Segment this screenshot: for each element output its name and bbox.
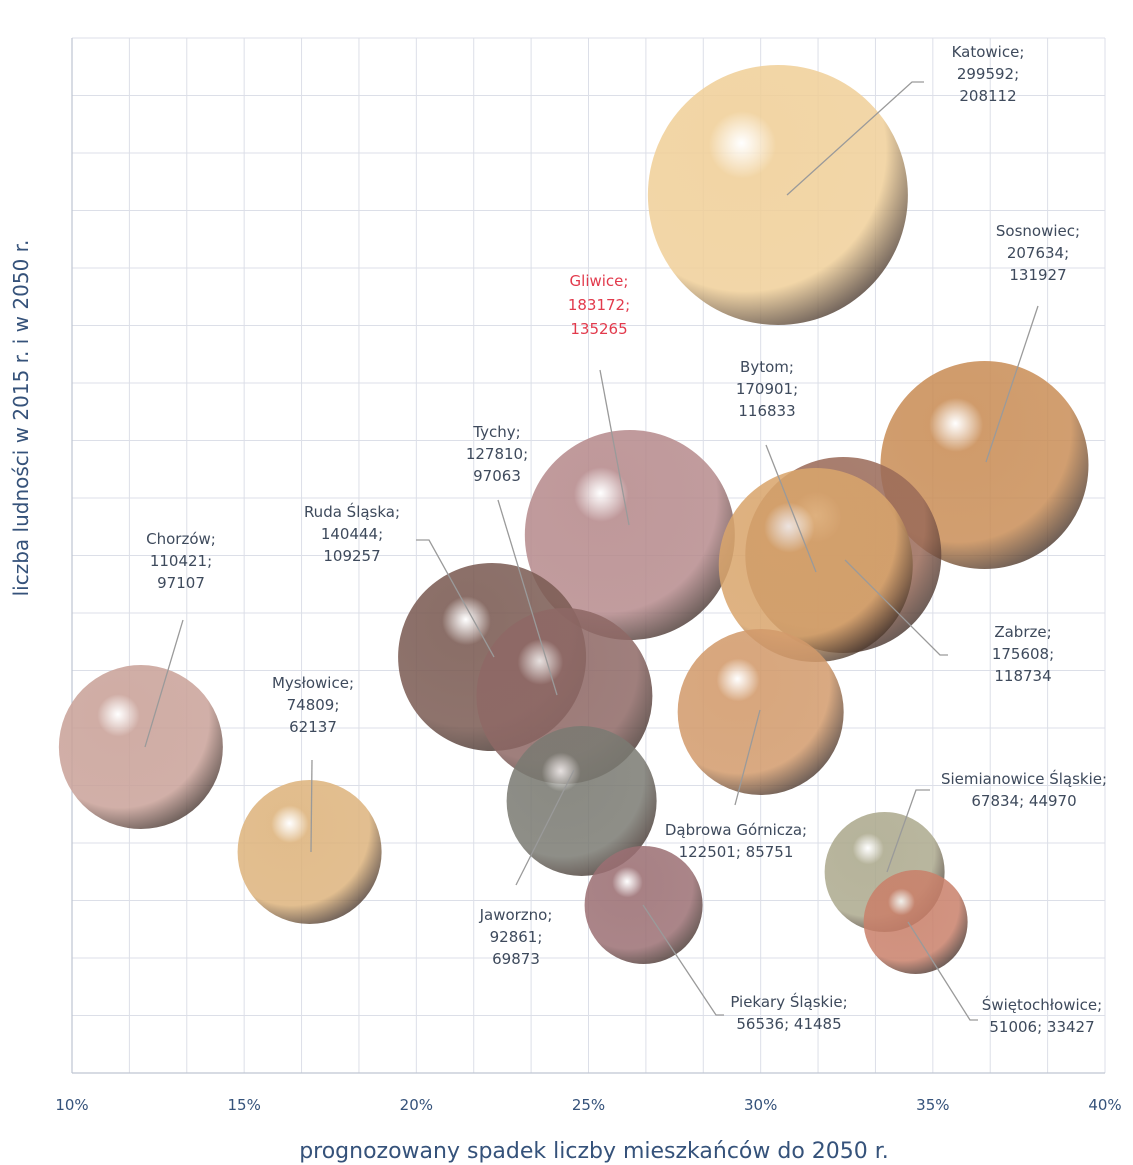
label-line: 109257 (323, 547, 380, 565)
x-tick-label: 15% (227, 1096, 260, 1114)
leader-swietochlowice (907, 921, 978, 1021)
x-axis-ticks: 10% 15% 20% 25% 30% 35% 40% (55, 1096, 1121, 1114)
label-line: Katowice; (952, 43, 1025, 61)
label-line: 131927 (1009, 266, 1066, 284)
label-line: 207634; (1007, 244, 1069, 262)
bubble-bytom (718, 468, 913, 662)
x-tick-label: 25% (572, 1096, 605, 1114)
label-line: 110421; (150, 552, 212, 570)
label-line: 67834; 44970 (971, 792, 1076, 810)
leader-piekary-slaskie (642, 904, 724, 1016)
label-line: 62137 (289, 718, 337, 736)
label-line: 183172; (568, 296, 630, 314)
label-line: Mysłowice; (272, 674, 354, 692)
label-line: 127810; (466, 445, 528, 463)
label-line: 140444; (321, 525, 383, 543)
label-line: Jaworzno; (479, 906, 553, 924)
label-line: Dąbrowa Górnicza; (665, 821, 807, 839)
leader-ruda-slaska (416, 539, 495, 658)
leader-dabrowa-gornicza (734, 709, 761, 806)
leader-zabrze (844, 559, 948, 656)
label-line: Piekary Śląskie; (730, 992, 847, 1011)
bubble-myslowice (237, 780, 382, 924)
label-tychy: Tychy; 127810; 97063 (466, 423, 528, 485)
y-axis-title: liczba ludności w 2015 r. i w 2050 r. (9, 240, 33, 597)
label-line: 299592; (957, 65, 1019, 83)
label-line: 56536; 41485 (736, 1015, 841, 1033)
label-line: 135265 (570, 320, 627, 338)
label-line: 51006; 33427 (989, 1018, 1094, 1036)
label-line: Zabrze; (994, 623, 1051, 641)
leader-sosnowiec (985, 305, 1039, 463)
x-tick-label: 30% (744, 1096, 777, 1114)
leader-bytom (765, 444, 817, 573)
label-line: Siemianowice Śląskie; (941, 769, 1107, 788)
leader-jaworzno (515, 769, 575, 886)
label-line: 74809; (287, 696, 340, 714)
label-line: Sosnowiec; (996, 222, 1080, 240)
label-myslowice: Mysłowice; 74809; 62137 (272, 674, 354, 736)
label-line: Ruda Śląska; (304, 502, 400, 521)
bubble-swietochlowice (863, 870, 968, 974)
bubbles (58, 65, 1089, 974)
label-line: Bytom; (740, 358, 794, 376)
bubble-dabrowa-gornicza (677, 629, 844, 795)
label-line: 208112 (959, 87, 1016, 105)
bubble-jaworzno (506, 726, 657, 876)
data-labels: Katowice; 299592; 208112 Sosnowiec; 207634; 1… (146, 43, 1107, 1036)
leader-chorzow (144, 619, 184, 748)
label-line: Gliwice; (570, 272, 629, 290)
label-line: Tychy; (472, 423, 520, 441)
label-line: 118734 (994, 667, 1051, 685)
label-zabrze: Zabrze; 175608; 118734 (992, 623, 1054, 685)
label-gliwice: Gliwice; 183172; 135265 (568, 272, 630, 338)
label-line: 175608; (992, 645, 1054, 663)
label-line: 69873 (492, 950, 540, 968)
label-line: 122501; 85751 (679, 843, 794, 861)
bubble-katowice (647, 65, 908, 325)
leader-siemianowice-slaskie (886, 789, 930, 873)
x-axis-title: prognozowany spadek liczby mieszkańców d… (299, 1139, 889, 1164)
label-line: 92861; (490, 928, 543, 946)
leader-lines (144, 81, 1039, 1021)
x-tick-label: 10% (55, 1096, 88, 1114)
bubble-chorzow (58, 665, 223, 829)
leader-gliwice (599, 369, 630, 526)
label-ruda-slaska: Ruda Śląska; 140444; 109257 (304, 502, 400, 565)
x-tick-label: 40% (1088, 1096, 1121, 1114)
label-chorzow: Chorzów; 110421; 97107 (146, 530, 216, 592)
leader-katowice (786, 81, 924, 196)
label-piekary-slaskie: Piekary Śląskie; 56536; 41485 (730, 992, 847, 1033)
label-bytom: Bytom; 170901; 116833 (736, 358, 798, 420)
label-katowice: Katowice; 299592; 208112 (952, 43, 1025, 105)
label-sosnowiec: Sosnowiec; 207634; 131927 (996, 222, 1080, 284)
x-tick-label: 20% (400, 1096, 433, 1114)
label-line: 97063 (473, 467, 521, 485)
label-line: Świętochłowice; (982, 995, 1102, 1014)
label-line: 170901; (736, 380, 798, 398)
leader-tychy (497, 499, 558, 696)
x-tick-label: 35% (916, 1096, 949, 1114)
label-siemianowice-slaskie: Siemianowice Śląskie; 67834; 44970 (941, 769, 1107, 810)
label-jaworzno: Jaworzno; 92861; 69873 (479, 906, 553, 968)
label-line: Chorzów; (146, 530, 216, 548)
label-swietochlowice: Świętochłowice; 51006; 33427 (982, 995, 1102, 1036)
label-line: 116833 (738, 402, 795, 420)
label-line: 97107 (157, 574, 205, 592)
leader-myslowice (310, 759, 313, 853)
bubble-gliwice (524, 430, 735, 640)
label-dabrowa-gornicza: Dąbrowa Górnicza; 122501; 85751 (665, 821, 807, 861)
